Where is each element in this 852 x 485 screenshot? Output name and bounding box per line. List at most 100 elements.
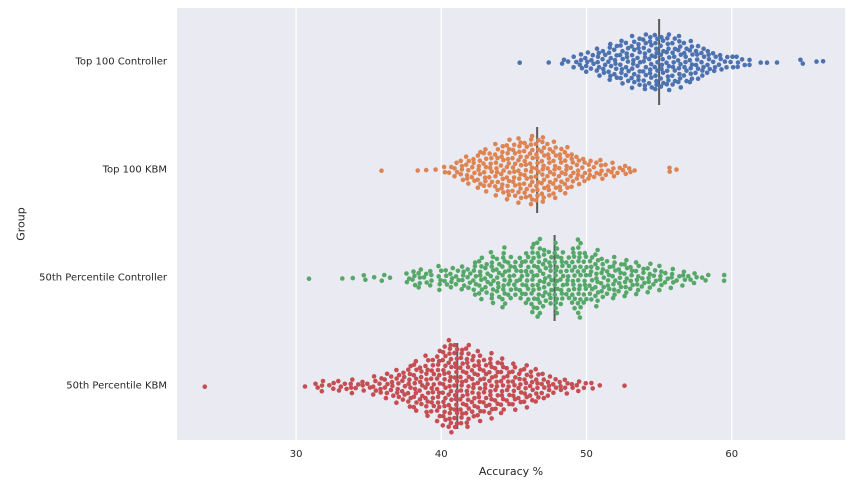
swarm-point [558, 187, 563, 193]
swarm-point [488, 161, 494, 167]
swarm-point [541, 177, 547, 183]
swarm-point [406, 367, 411, 373]
swarm-point [577, 315, 583, 320]
swarm-point [511, 273, 517, 278]
swarm-point [482, 382, 488, 387]
swarm-point [382, 385, 388, 390]
swarm-point [666, 55, 672, 60]
swarm-point [580, 156, 586, 162]
swarm-point [475, 372, 481, 378]
swarm-point [594, 304, 599, 309]
swarm-point [535, 380, 540, 386]
swarm-point [599, 288, 604, 294]
swarm-point [601, 284, 606, 290]
swarm-point [460, 277, 465, 283]
swarm-point [523, 194, 529, 200]
swarm-point [315, 385, 320, 390]
swarm-point [406, 399, 411, 404]
swarm-point [524, 363, 529, 368]
swarm-point [423, 395, 428, 401]
swarm-point [629, 75, 634, 81]
swarm-point [430, 390, 436, 395]
swarm-point [349, 390, 355, 396]
swarm-point [563, 171, 568, 177]
swarm-point [508, 295, 513, 301]
swarm-point [540, 304, 546, 309]
swarm-point [647, 70, 653, 76]
swarm-point [539, 390, 544, 396]
swarm-point [382, 377, 388, 382]
swarm-point [665, 276, 670, 282]
swarm-point [526, 264, 531, 270]
swarm-point [419, 383, 425, 388]
swarm-point [607, 77, 612, 82]
swarm-point [622, 383, 627, 389]
swarm-point [588, 269, 594, 274]
swarm-point [583, 69, 589, 74]
swarm-point [632, 47, 637, 53]
swarm-point [597, 73, 602, 78]
swarm-point [440, 382, 446, 387]
swarm-point [662, 280, 668, 285]
swarm-point [476, 291, 482, 296]
swarm-point [530, 188, 535, 193]
swarm-point [458, 158, 464, 164]
swarm-point [565, 153, 570, 158]
swarm-point [481, 150, 487, 156]
swarm-point [640, 69, 646, 74]
swarm-point [713, 54, 718, 60]
swarm-point [534, 273, 540, 278]
swarm-point [613, 61, 618, 66]
swarm-point [440, 349, 446, 355]
swarm-point [718, 56, 723, 62]
swarm-point [537, 236, 543, 242]
swarm-point [595, 258, 601, 263]
swarm-point [430, 363, 436, 368]
swarm-point [425, 381, 430, 387]
swarm-point [437, 372, 442, 378]
swarm-point [522, 190, 527, 195]
swarm-point [624, 257, 629, 263]
swarm-point [537, 300, 543, 305]
swarm-point [652, 32, 658, 38]
swarm-point [404, 271, 409, 276]
swarm-point [428, 268, 433, 274]
swarm-point [600, 267, 606, 272]
swarm-point [488, 361, 493, 366]
swarm-point [676, 79, 681, 85]
swarm-point [528, 137, 534, 142]
swarm-point [373, 378, 378, 384]
swarm-point [576, 245, 581, 250]
swarm-point [635, 55, 640, 61]
swarm-point [629, 33, 635, 39]
swarm-point [664, 68, 670, 74]
swarm-point [681, 269, 687, 275]
swarm-point [338, 384, 344, 390]
swarm-point [435, 400, 441, 405]
swarm-point [653, 73, 658, 78]
swarm-point [583, 381, 589, 386]
swarm-point [591, 174, 597, 180]
swarm-point [442, 278, 447, 284]
swarm-point [665, 36, 670, 41]
swarm-point [700, 73, 705, 78]
swarm-point [672, 68, 678, 73]
swarm-point [609, 169, 614, 175]
swarm-point [587, 258, 593, 264]
swarm-point [583, 286, 589, 292]
swarm-point [670, 64, 676, 70]
swarm-point [581, 300, 586, 305]
swarm-point [390, 383, 395, 389]
swarm-point [472, 264, 478, 269]
swarm-point [406, 381, 411, 387]
swarm-point [562, 149, 568, 155]
swarm-point [594, 276, 599, 281]
swarm-point [502, 291, 508, 296]
swarm-point [505, 373, 510, 379]
swarm-point [528, 374, 534, 379]
swarm-point [458, 407, 463, 412]
swarm-point [724, 65, 729, 70]
swarm-point [629, 85, 635, 91]
swarm-point [472, 363, 477, 369]
swarm-point [452, 361, 458, 366]
